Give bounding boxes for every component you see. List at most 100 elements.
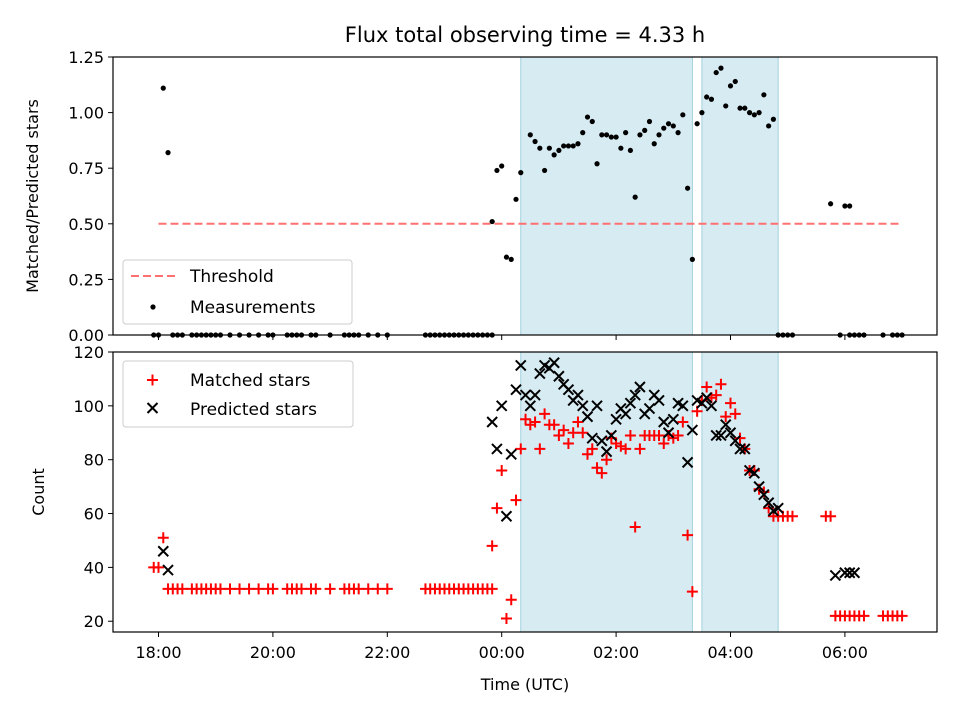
matched-stars-point (486, 540, 498, 552)
matched-stars-point (896, 610, 908, 622)
x-tick-label: 04:00 (707, 643, 753, 662)
predicted-stars-legend-label: Predicted stars (190, 400, 317, 420)
measurement-point (532, 138, 538, 145)
y-tick-label: 1.00 (68, 104, 104, 123)
predicted-stars-point (748, 467, 761, 479)
predicted-stars-point (157, 545, 169, 557)
measurement-point (580, 130, 586, 136)
predicted-stars-point (586, 432, 598, 444)
count-y-ticks: 20 40 60 80 100 120 (73, 343, 113, 631)
predicted-stars-point (519, 389, 532, 401)
predicted-stars-point (581, 410, 594, 423)
measurement-point (675, 130, 681, 136)
measurement-point (556, 147, 562, 154)
matched-stars-point (715, 378, 727, 390)
predicted-stars-point (829, 569, 842, 582)
predicted-stars-point (681, 456, 694, 469)
measurement-point (608, 134, 614, 140)
x-tick-label: 06:00 (822, 643, 868, 662)
measurement-point (613, 134, 619, 140)
predicted-stars-point (843, 567, 856, 579)
measurement-point (713, 69, 719, 76)
measurement-point (565, 143, 572, 149)
predicted-stars-point (629, 389, 641, 401)
measurement-point (699, 110, 705, 116)
ratio-legend[interactable]: Threshold Measurements (122, 259, 353, 325)
measurement-point (503, 254, 510, 260)
matched-stars-point (725, 397, 736, 409)
count-legend[interactable]: Matched stars Predicted stars (122, 360, 354, 428)
predicted-stars-point (739, 443, 751, 455)
measurement-point (742, 105, 748, 111)
predicted-stars-point (762, 497, 775, 509)
measurement-point (718, 65, 724, 71)
predicted-stars-point (724, 427, 737, 439)
measurement-point (594, 161, 600, 167)
predicted-stars-point (753, 480, 765, 493)
ratio-y-axis-label: Matched/Predicted stars (23, 99, 42, 293)
predicted-stars-point (605, 429, 618, 442)
predicted-stars-point (715, 429, 727, 442)
measurement-point (727, 83, 734, 89)
predicted-stars-point (553, 370, 565, 382)
matched-stars-point (296, 583, 307, 595)
measurement-point (689, 256, 695, 262)
predicted-stars-point (720, 418, 732, 431)
measurement-point (508, 256, 514, 262)
count-panel: 20 40 60 80 100 120 18:00 20:00 22:00 00:00 02:00… (29, 343, 938, 694)
measurement-point (680, 112, 686, 118)
matched-stars-point (253, 583, 265, 595)
predicted-stars-point (710, 429, 722, 442)
matched-stars-point (372, 583, 384, 595)
matched-stars-point (572, 416, 584, 428)
matched-stars-point (539, 408, 551, 420)
matched-stars-point (500, 613, 512, 625)
matched-stars-point (620, 443, 632, 455)
predicted-stars-point (562, 383, 575, 396)
matched-stars-point (677, 416, 689, 428)
predicted-stars-point (162, 564, 174, 576)
observing-interval-1 (520, 56, 693, 336)
predicted-stars-point (758, 488, 770, 501)
predicted-stars-point (772, 502, 784, 514)
ratio-x-ticks (158, 335, 846, 340)
predicted-stars-point (705, 400, 718, 412)
predicted-stars-point (658, 416, 670, 428)
matched-stars-point (653, 429, 665, 441)
measurement-point (661, 125, 667, 131)
predicted-stars-point (495, 400, 508, 412)
matched-stars-point (720, 411, 732, 423)
predicted-stars-point (500, 510, 513, 522)
x-tick-label: 22:00 (364, 643, 410, 662)
measurement-point (584, 114, 591, 120)
predicted-stars-point (729, 435, 741, 447)
measurement-point (694, 121, 700, 127)
matched-stars-point (582, 448, 593, 460)
measurements-legend-swatch (150, 304, 156, 310)
measurement-point (766, 123, 772, 129)
matched-stars-point (324, 583, 336, 595)
matched-stars-point (486, 583, 498, 595)
matched-stars-point (353, 583, 365, 595)
measurement-point (746, 110, 753, 116)
matched-stars-point (729, 408, 741, 420)
predicted-stars-point (505, 448, 517, 461)
x-tick-label: 00:00 (479, 643, 525, 662)
matched-stars-legend-swatch (147, 374, 158, 386)
matched-stars-point (634, 443, 646, 455)
matched-stars-point (734, 432, 746, 444)
measurement-point (847, 203, 853, 209)
predicted-stars-point (572, 389, 584, 401)
measurement-point (518, 170, 524, 176)
matched-stars-point (629, 521, 641, 533)
y-tick-label: 0.75 (68, 159, 104, 178)
matched-stars-point (153, 561, 164, 573)
y-tick-label: 20 (84, 612, 104, 631)
predicted-stars-point (677, 400, 689, 412)
measurement-point (537, 145, 543, 151)
predicted-stars-point (624, 397, 637, 409)
x-tick-label: 18:00 (135, 643, 181, 662)
measurement-point (603, 132, 610, 138)
matched-stars-point (701, 381, 713, 393)
